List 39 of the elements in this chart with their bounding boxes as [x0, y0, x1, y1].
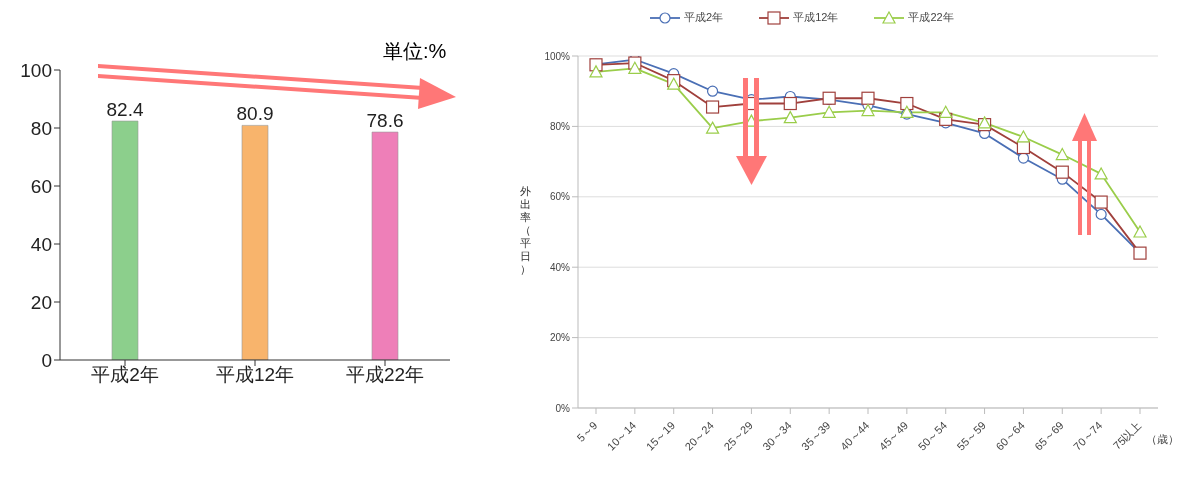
legend-label: 平成22年 [908, 10, 954, 25]
x-tick-label: 平成12年 [215, 364, 295, 386]
x-tick-label: 65～69 [1032, 418, 1066, 453]
y-tick-label: 80 [30, 117, 52, 139]
y-tick-label: 0 [41, 349, 52, 371]
data-label: 78.6 [366, 110, 404, 132]
data-label: 80.9 [236, 103, 274, 125]
x-tick-label: 10～14 [604, 418, 639, 453]
x-tick-label: 75以上 [1110, 418, 1144, 452]
x-tick-label: 35～39 [799, 418, 833, 453]
y-tick-label: 20% [549, 332, 571, 344]
x-tick-label: 20～24 [682, 418, 717, 453]
text: 単位:% [383, 40, 447, 62]
legend-label: 平成12年 [793, 10, 839, 25]
x-tick-label: 15～19 [643, 418, 678, 453]
x-tick-label: 5～9 [574, 418, 600, 444]
x-tick-label: 60～64 [993, 418, 1027, 453]
y-axis-title: 外出率（平日） [518, 185, 532, 276]
legend-label: 平成2年 [684, 10, 724, 25]
y-tick-label: 60% [549, 191, 571, 203]
y-tick-label: 40 [30, 233, 52, 255]
x-tick-label: 40～44 [837, 418, 872, 453]
y-tick-label: 100% [544, 50, 571, 62]
x-tick-label: 25～29 [721, 418, 755, 453]
x-tick-label: 平成22年 [345, 364, 425, 386]
x-tick-label: 70～74 [1071, 418, 1105, 453]
y-tick-label: 0% [555, 402, 571, 414]
y-tick-label: 40% [549, 261, 571, 273]
y-tick-label: 80% [549, 120, 571, 132]
y-tick-label: 20 [30, 291, 52, 313]
x-tick-label: 30～34 [760, 418, 794, 453]
data-label: 82.4 [106, 99, 144, 121]
y-tick-label: 60 [30, 175, 52, 197]
x-tick-label: 平成2年 [91, 364, 159, 386]
x-axis-title: （歳） [1146, 432, 1179, 447]
y-tick-label: 100 [20, 59, 52, 81]
x-tick-label: 50～54 [915, 418, 950, 453]
x-tick-label: 45～49 [876, 418, 911, 453]
x-tick-label: 55～59 [954, 418, 989, 453]
